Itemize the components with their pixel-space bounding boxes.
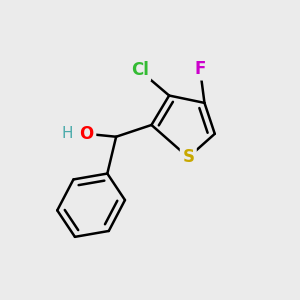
Text: H: H bbox=[62, 126, 73, 141]
Text: F: F bbox=[194, 60, 206, 78]
Text: Cl: Cl bbox=[131, 61, 148, 80]
Text: S: S bbox=[182, 148, 194, 166]
Text: H: H bbox=[62, 126, 73, 141]
Text: O: O bbox=[80, 125, 94, 143]
